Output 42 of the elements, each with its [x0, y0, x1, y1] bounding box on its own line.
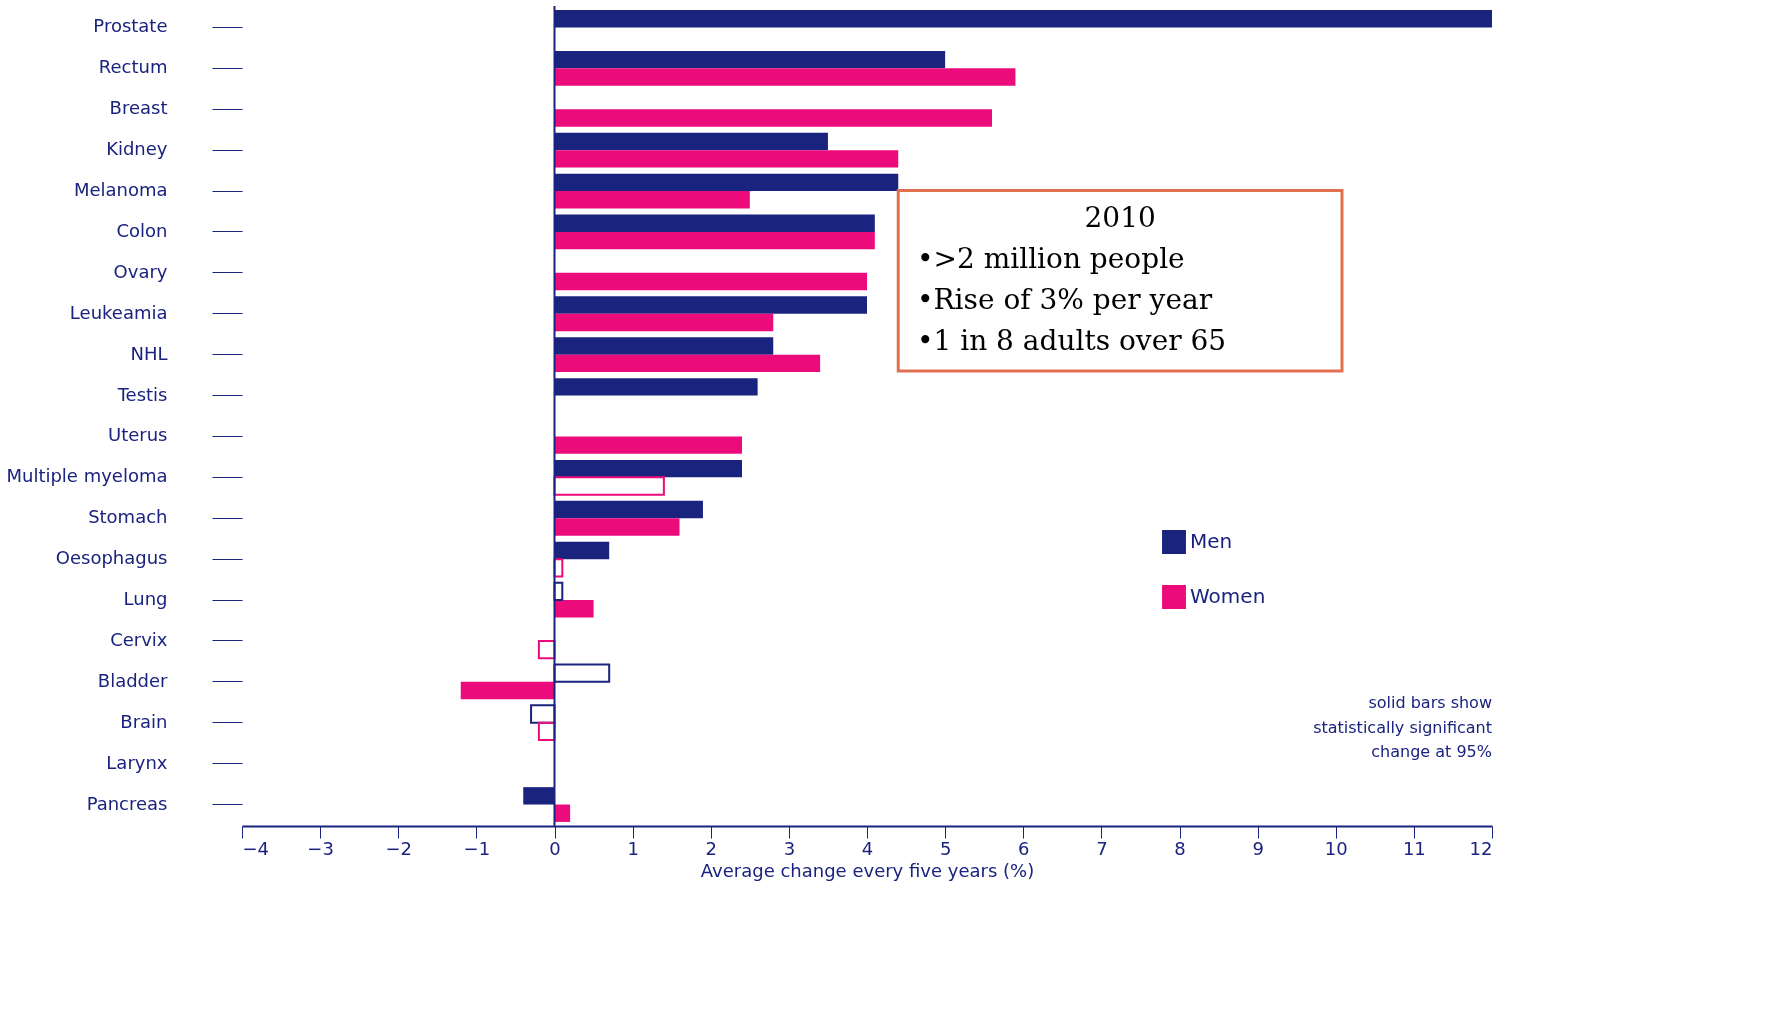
y-tick-label: Oesophagus	[55, 547, 168, 569]
x-tick-label: 2	[705, 837, 717, 859]
x-axis-title: Average change every five years (%)	[700, 859, 1035, 881]
y-tick-label: Breast	[109, 97, 168, 119]
x-tick-label: 4	[861, 837, 874, 859]
y-tick-label: Larynx	[106, 751, 168, 773]
y-tick-label: Pancreas	[86, 792, 168, 814]
y-tick-label: Colon	[116, 219, 168, 241]
x-tick-label: 11	[1402, 837, 1426, 859]
x-tick-label: −3	[307, 837, 334, 859]
x-tick-label: 5	[939, 837, 952, 859]
legend-label: Men	[1190, 529, 1233, 553]
y-tick-label: Ovary	[113, 260, 168, 282]
y-tick-label: Brain	[120, 710, 168, 732]
y-tick-label: Melanoma	[73, 179, 168, 201]
y-tick-label: Testis	[116, 383, 168, 405]
x-tick-label: 7	[1096, 837, 1108, 859]
x-tick-label: 9	[1252, 837, 1264, 859]
x-tick-label: 10	[1324, 837, 1348, 859]
x-tick-label: 12	[1469, 837, 1493, 859]
y-tick-label: Uterus	[108, 424, 168, 446]
y-tick-label: Bladder	[97, 669, 169, 691]
x-tick-label: −2	[385, 837, 413, 859]
x-tick-label: 1	[627, 837, 639, 859]
x-tick-label: 6	[1018, 837, 1030, 859]
y-tick-label: Cervix	[110, 628, 168, 650]
annotation: 2010 •>2 million people •Rise of 3% per year •1 in 8 adults over 65	[917, 201, 1227, 358]
x-tick-label: 3	[783, 837, 796, 859]
y-tick-label: Leukeamia	[69, 301, 168, 323]
legend-label: Women	[1190, 584, 1266, 608]
x-tick-label: −4	[242, 837, 270, 859]
y-tick-label: Rectum	[98, 56, 168, 78]
x-tick-label: 0	[549, 837, 561, 859]
y-tick-label: Multiple myeloma	[6, 465, 168, 487]
y-tick-label: Kidney	[106, 138, 168, 160]
x-tick-label: −1	[463, 837, 491, 859]
y-tick-label: Prostate	[93, 15, 168, 37]
y-tick-label: Lung	[123, 588, 168, 610]
x-tick-label: 8	[1174, 837, 1186, 859]
annotation: solid bars show statistically significant change at 95%	[1313, 693, 1492, 762]
y-tick-label: NHL	[130, 342, 168, 364]
y-tick-label: Stomach	[88, 506, 168, 528]
